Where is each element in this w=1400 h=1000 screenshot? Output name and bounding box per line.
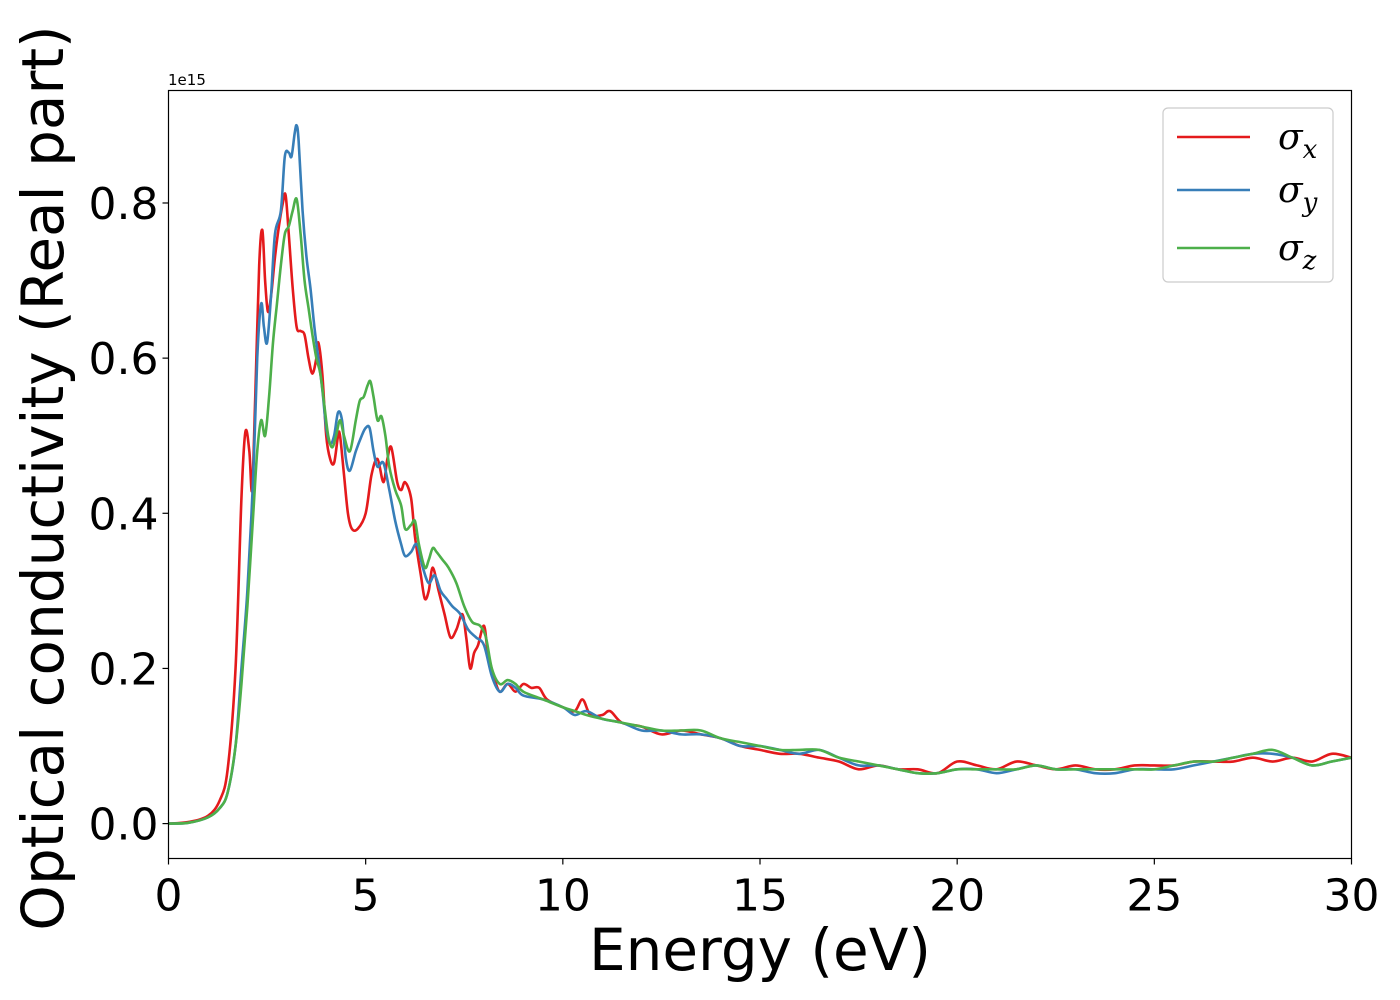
y-tick-label: 0.6: [89, 334, 159, 385]
y-tick-label: 0.4: [89, 489, 159, 540]
y-axis: 0.0 0.2 0.4 0.6 0.8: [89, 179, 169, 851]
x-axis-label: Energy (eV): [589, 916, 931, 984]
series-line-x: [168, 192, 1352, 825]
y-tick-label: 0.2: [89, 644, 159, 695]
x-tick-label: 30: [1324, 871, 1380, 922]
y-offset-text: 1e15: [168, 71, 206, 89]
series-layer: [168, 123, 1352, 825]
legend-label-x: σx: [1278, 117, 1318, 165]
legend-label-z: σz: [1278, 228, 1317, 276]
x-tick-label: 20: [929, 871, 985, 922]
y-tick-label: 0.8: [89, 179, 159, 230]
x-axis: 0 5 10 15 20 25 30: [155, 858, 1380, 922]
legend-label-y: σy: [1278, 170, 1318, 218]
series-line-y: [168, 123, 1352, 825]
legend: σx σy σz: [1162, 107, 1334, 283]
y-axis-label: Optical conductivity (Real part): [9, 25, 77, 930]
x-tick-label: 10: [535, 871, 591, 922]
y-tick-label: 0.0: [89, 800, 159, 851]
legend-box: [1162, 107, 1334, 283]
x-tick-label: 0: [155, 871, 183, 922]
series-line-z: [168, 197, 1352, 825]
x-tick-label: 25: [1126, 871, 1182, 922]
x-tick-label: 5: [352, 871, 380, 922]
x-tick-label: 15: [732, 871, 788, 922]
legend-entries: σx σy σz: [1177, 117, 1318, 276]
